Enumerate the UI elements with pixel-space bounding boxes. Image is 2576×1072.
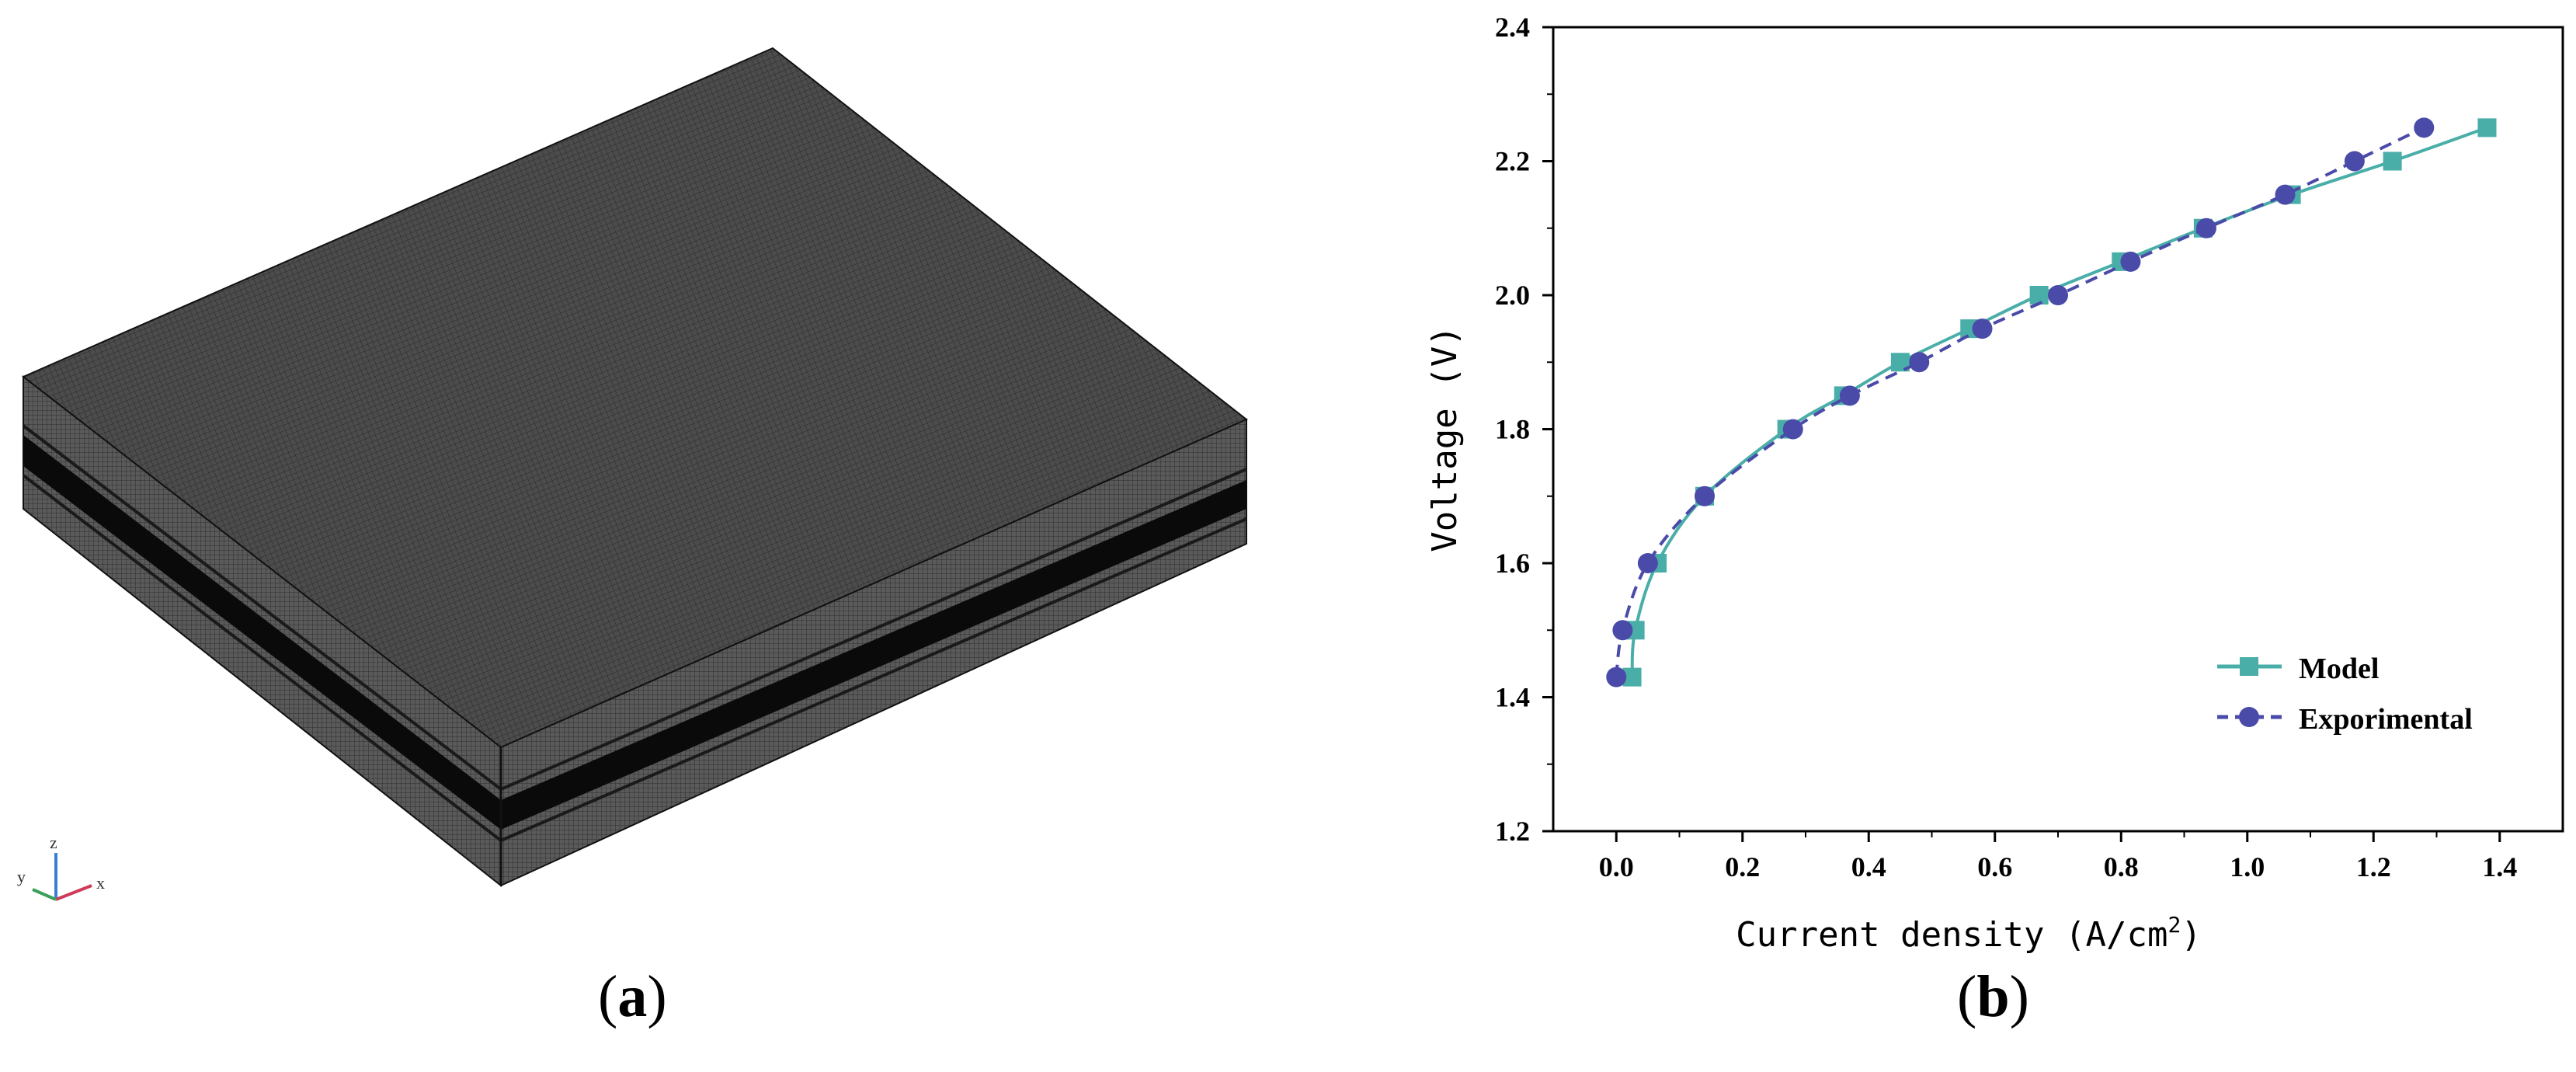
y-tick-label: 2.2 (1495, 146, 1530, 177)
experimental-data-point (1612, 620, 1633, 641)
legend-entry-model: Model (2217, 653, 2379, 685)
panel-label-b: (b) (1957, 964, 2029, 1029)
membrane-layer-left (23, 435, 501, 830)
experimental-data-point (2344, 151, 2365, 172)
series-line-model (1630, 126, 2488, 677)
series-line-experimental (1615, 126, 2425, 677)
y-tick-label: 1.8 (1495, 414, 1530, 445)
y-axis-ticks: 1.2 1.4 1.6 1.8 2.0 2.2 2.4 (1495, 12, 1553, 847)
x-tick-label: 1.2 (2356, 851, 2391, 882)
y-tick-label: 2.0 (1495, 280, 1530, 311)
experimental-data-point (2195, 218, 2216, 238)
y-axis-label: Voltage (V) (1425, 325, 1465, 552)
x-tick-label: 0.2 (1725, 851, 1760, 882)
experimental-data-point (1606, 667, 1627, 687)
x-tick-label: 0.8 (2104, 851, 2139, 882)
x-tick-label: 0.6 (1977, 851, 2012, 882)
legend-entry-experimental: Exporimental (2217, 703, 2473, 736)
experimental-data-point (1972, 318, 1993, 339)
x-tick-label: 1.4 (2482, 851, 2517, 882)
experimental-data-point (1839, 385, 1860, 406)
panel-label-a: (a) (598, 964, 667, 1029)
triad-z-label: z (50, 833, 57, 852)
chart-series (1606, 117, 2497, 687)
experimental-data-point (2048, 285, 2068, 305)
mesh-panel: z x y (0, 0, 1274, 1068)
x-axis-ticks: 0.0 0.2 0.4 0.6 0.8 1.0 1.2 1.4 (1599, 831, 2517, 882)
experimental-data-point (2120, 251, 2141, 272)
legend-square-marker (2240, 657, 2258, 676)
x-axis-label: Current density (A/cm2) (1736, 912, 2202, 955)
chart-legend: Model Exporimental (2217, 653, 2473, 736)
experimental-data-point (1695, 486, 1715, 506)
x-tick-label: 0.0 (1599, 851, 1634, 882)
model-data-point (2029, 286, 2049, 305)
experimental-data-point (1909, 352, 1930, 373)
y-tick-label: 2.4 (1495, 12, 1530, 43)
x-axis-label-sup: 2 (2168, 912, 2181, 938)
legend-label-experimental: Exporimental (2299, 703, 2473, 736)
model-data-point (2477, 118, 2497, 137)
membrane-layer-right (501, 480, 1246, 830)
voltage-current-chart: 0.0 0.2 0.4 0.6 0.8 1.0 1.2 1.4 1.2 1.4 1.6 1.8 2.0… (1425, 12, 2564, 955)
triad-y-label: y (17, 867, 26, 886)
legend-circle-marker (2239, 707, 2259, 727)
experimental-data-point (2414, 117, 2435, 138)
axis-triad-icon: z x y (17, 833, 105, 901)
y-tick-label: 1.4 (1495, 682, 1530, 713)
x-tick-label: 0.4 (1851, 851, 1886, 882)
y-tick-label: 1.2 (1495, 816, 1530, 847)
experimental-data-point (2275, 184, 2296, 205)
x-axis-label-main: Current density (A/cm (1736, 915, 2168, 955)
x-tick-label: 1.0 (2230, 851, 2265, 882)
x-axis-label-end: ) (2181, 915, 2202, 955)
triad-x-label: x (96, 873, 105, 893)
legend-label-model: Model (2299, 653, 2379, 685)
experimental-data-point (1637, 553, 1658, 573)
model-data-point (2383, 151, 2402, 171)
y-tick-label: 1.6 (1495, 548, 1530, 579)
chart-panel: 0.0 0.2 0.4 0.6 0.8 1.0 1.2 1.4 1.2 1.4 1.6 1.8 2.0… (1367, 0, 2576, 1068)
mesh-block-illustration: z x y (17, 47, 1248, 901)
experimental-data-point (1782, 419, 1803, 440)
